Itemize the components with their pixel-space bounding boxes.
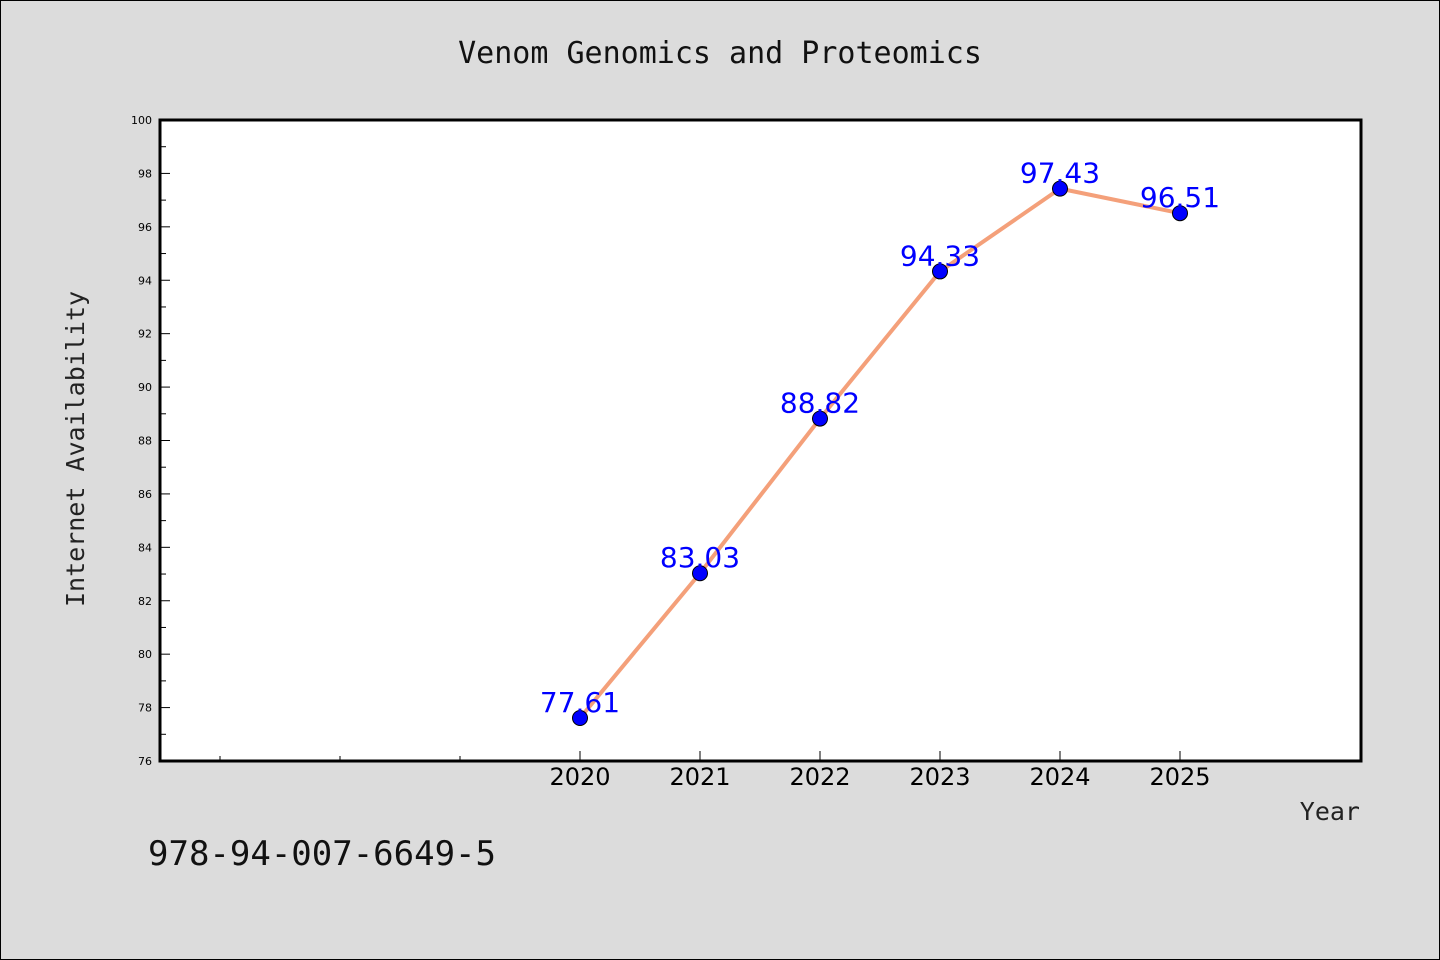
data-label: 97.43 <box>1020 157 1100 190</box>
y-tick-label: 92 <box>138 328 152 341</box>
data-point <box>572 709 588 726</box>
data-label: 77.61 <box>540 686 620 719</box>
data-point <box>1172 205 1188 222</box>
data-point <box>932 263 948 280</box>
x-axis: 2020 2021 2022 2023 2024 2025 <box>219 751 1211 791</box>
isbn-footer: 978-94-007-6649-5 <box>148 834 496 874</box>
x-tick-label: 2024 <box>1029 763 1090 791</box>
y-tick-label: 84 <box>138 541 152 554</box>
data-label: 83.03 <box>660 541 740 574</box>
data-point <box>692 565 708 582</box>
plot-area <box>158 118 1363 763</box>
x-tick-label: 2022 <box>789 763 850 791</box>
y-tick-label: 86 <box>138 488 152 501</box>
chart-title: Venom Genomics and Proteomics <box>458 36 982 71</box>
series-line-path <box>578 186 1181 720</box>
y-tick-label: 88 <box>138 435 152 448</box>
y-tick-label: 94 <box>138 274 152 287</box>
data-label: 96.51 <box>1140 181 1220 214</box>
x-tick-label: 2023 <box>909 763 970 791</box>
y-tick-label: 90 <box>138 381 152 394</box>
y-tick-label: 98 <box>138 167 152 180</box>
x-axis-label: Year <box>1300 797 1360 826</box>
y-tick-label: 96 <box>138 221 152 234</box>
y-tick-label: 100 <box>131 114 152 127</box>
series-line: 77.61 83.03 88.82 94.33 97.43 96.51 <box>540 157 1220 726</box>
data-point <box>1052 180 1068 197</box>
data-point <box>812 410 828 427</box>
y-tick-label: 78 <box>138 702 152 715</box>
y-axis: 76 78 80 82 84 86 88 90 92 94 96 98 100 <box>131 114 170 768</box>
x-tick-label: 2020 <box>549 763 610 791</box>
y-tick-label: 82 <box>138 595 152 608</box>
x-tick-label: 2021 <box>669 763 730 791</box>
data-label: 94.33 <box>900 239 980 272</box>
data-label: 88.82 <box>780 387 860 420</box>
y-axis-label: Internet Availability <box>61 291 90 607</box>
y-tick-label: 80 <box>138 648 152 661</box>
y-tick-label: 76 <box>138 755 152 768</box>
x-tick-label: 2025 <box>1149 763 1210 791</box>
